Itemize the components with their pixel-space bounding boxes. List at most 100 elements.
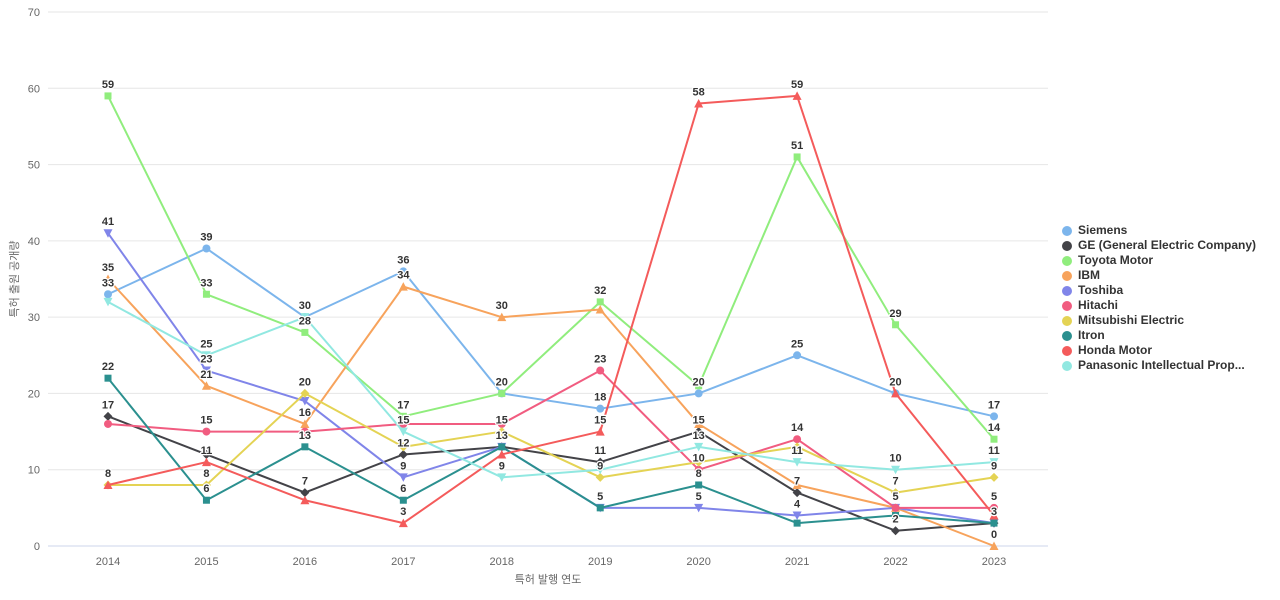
data-point-marker[interactable]	[398, 282, 408, 291]
data-point-marker[interactable]	[596, 404, 605, 413]
data-point-marker[interactable]	[792, 458, 802, 467]
data-point-marker[interactable]	[792, 488, 802, 498]
data-point-marker[interactable]	[103, 411, 113, 421]
data-point-marker[interactable]	[595, 305, 605, 314]
data-point-marker[interactable]	[300, 427, 309, 436]
data-point-marker[interactable]	[498, 389, 506, 397]
data-point-marker[interactable]	[300, 495, 310, 505]
data-point-marker[interactable]	[399, 496, 407, 504]
data-point-marker[interactable]	[498, 443, 506, 451]
legend-item-hitachi[interactable]: Hitachi	[1062, 298, 1256, 313]
data-point-marker[interactable]	[596, 504, 604, 512]
data-point-marker[interactable]	[104, 419, 112, 428]
data-point-marker[interactable]	[694, 457, 704, 467]
data-point-marker[interactable]	[694, 442, 704, 452]
data-point-marker[interactable]	[104, 290, 112, 299]
data-point-marker[interactable]	[103, 297, 113, 307]
data-point-marker[interactable]	[990, 435, 998, 443]
legend-item-mitsubishi-electric[interactable]: Mitsubishi Electric	[1062, 313, 1256, 328]
data-point-marker[interactable]	[694, 465, 703, 474]
data-point-marker[interactable]	[694, 389, 703, 398]
data-point-marker[interactable]	[104, 374, 112, 382]
data-point-marker[interactable]	[792, 442, 802, 452]
data-point-marker[interactable]	[201, 351, 211, 360]
data-point-marker[interactable]	[990, 519, 998, 527]
data-point-marker[interactable]	[694, 503, 704, 513]
data-point-marker[interactable]	[398, 473, 408, 482]
data-point-marker[interactable]	[891, 465, 901, 475]
data-point-marker[interactable]	[990, 412, 998, 421]
data-point-marker[interactable]	[300, 397, 310, 406]
data-point-marker[interactable]	[201, 457, 211, 467]
data-point-marker[interactable]	[596, 298, 604, 306]
series-line-panasonic-intellectual-prop[interactable]	[107, 300, 995, 479]
data-point-marker[interactable]	[202, 427, 211, 436]
data-point-marker[interactable]	[398, 518, 408, 528]
data-point-marker[interactable]	[891, 388, 901, 398]
data-point-marker[interactable]	[990, 503, 998, 512]
data-point-marker[interactable]	[989, 472, 999, 482]
series-line-mitsubishi-electric[interactable]	[107, 392, 995, 494]
data-point-marker[interactable]	[301, 443, 309, 451]
data-point-marker[interactable]	[892, 511, 900, 519]
data-point-marker[interactable]	[595, 465, 605, 475]
data-point-marker[interactable]	[300, 313, 310, 322]
data-point-marker[interactable]	[596, 366, 605, 375]
data-point-marker[interactable]	[989, 510, 999, 520]
data-point-marker[interactable]	[595, 427, 605, 436]
data-point-marker[interactable]	[793, 435, 802, 444]
series-line-ibm[interactable]	[107, 278, 995, 547]
data-point-marker[interactable]	[793, 519, 801, 527]
data-point-marker[interactable]	[497, 419, 506, 428]
data-point-marker[interactable]	[793, 153, 801, 161]
data-point-marker[interactable]	[892, 321, 900, 329]
legend-item-siemens[interactable]: Siemens	[1062, 223, 1256, 238]
legend-item-ge-general-electric-company[interactable]: GE (General Electric Company)	[1062, 238, 1256, 253]
data-point-marker[interactable]	[104, 92, 112, 100]
data-point-marker[interactable]	[694, 99, 704, 108]
data-point-marker[interactable]	[103, 480, 113, 489]
series-line-honda-motor[interactable]	[107, 94, 995, 525]
data-point-marker[interactable]	[891, 488, 901, 498]
data-point-marker[interactable]	[398, 427, 408, 437]
data-point-marker[interactable]	[201, 366, 211, 376]
data-point-marker[interactable]	[202, 496, 210, 504]
data-point-marker[interactable]	[497, 473, 507, 482]
data-point-marker[interactable]	[103, 229, 113, 238]
legend-item-toyota-motor[interactable]: Toyota Motor	[1062, 253, 1256, 268]
data-point-marker[interactable]	[694, 419, 704, 428]
data-point-marker[interactable]	[891, 526, 901, 536]
data-point-marker[interactable]	[202, 290, 210, 298]
series-line-toyota-motor[interactable]	[107, 94, 995, 441]
data-point-marker[interactable]	[694, 427, 704, 437]
data-point-marker[interactable]	[497, 312, 507, 322]
data-point-marker[interactable]	[202, 244, 211, 253]
data-point-marker[interactable]	[399, 267, 408, 276]
data-point-marker[interactable]	[891, 503, 900, 512]
data-point-marker[interactable]	[398, 449, 408, 459]
data-point-marker[interactable]	[201, 381, 211, 390]
legend-item-toshiba[interactable]: Toshiba	[1062, 283, 1256, 298]
data-point-marker[interactable]	[399, 419, 408, 428]
data-point-marker[interactable]	[201, 449, 211, 459]
data-point-marker[interactable]	[695, 481, 703, 489]
legend-item-panasonic-intellectual-prop[interactable]: Panasonic Intellectual Prop...	[1062, 358, 1256, 373]
series-line-itron[interactable]	[107, 377, 995, 525]
data-point-marker[interactable]	[792, 480, 802, 489]
series-line-siemens[interactable]	[107, 247, 995, 418]
data-point-marker[interactable]	[300, 419, 310, 428]
data-point-marker[interactable]	[399, 412, 407, 420]
data-point-marker[interactable]	[989, 458, 999, 467]
data-point-marker[interactable]	[989, 541, 999, 551]
data-point-marker[interactable]	[103, 274, 113, 284]
data-point-marker[interactable]	[793, 351, 802, 360]
data-point-marker[interactable]	[301, 328, 309, 336]
data-point-marker[interactable]	[300, 388, 310, 398]
series-line-toshiba[interactable]	[107, 232, 995, 525]
legend-item-ibm[interactable]: IBM	[1062, 268, 1256, 283]
data-point-marker[interactable]	[695, 382, 703, 390]
legend-item-honda-motor[interactable]: Honda Motor	[1062, 343, 1256, 358]
data-point-marker[interactable]	[300, 488, 310, 498]
data-point-marker[interactable]	[497, 449, 507, 459]
data-point-marker[interactable]	[497, 427, 507, 437]
